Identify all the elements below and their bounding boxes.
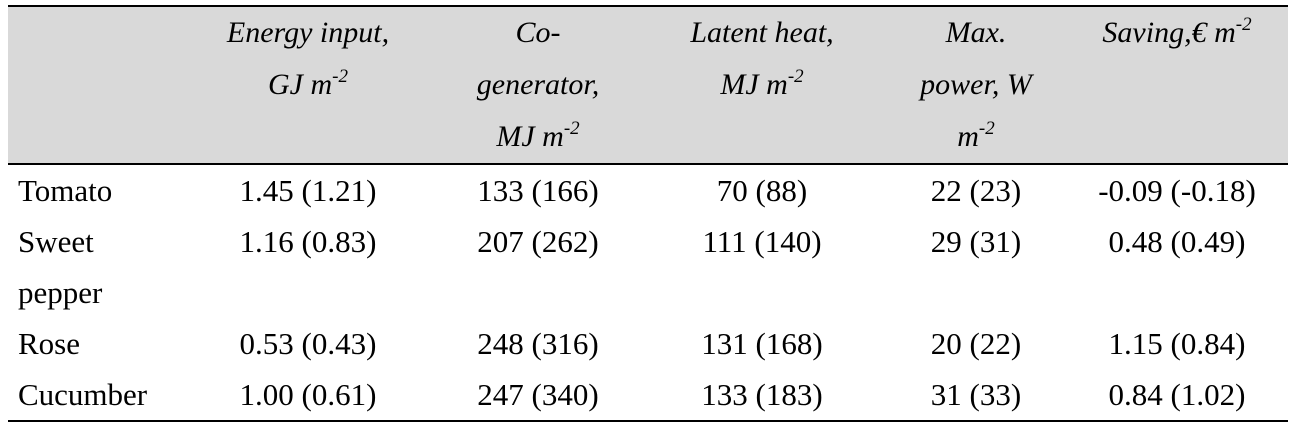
header-max-power: Max. power, W m-2 (886, 5, 1066, 165)
latent-heat-cell: 111 (140) (702, 224, 822, 259)
cogenerator-cell: 207 (262) (477, 224, 599, 259)
crop-label: Sweet pepper (18, 224, 103, 310)
saving-cell: 1.15 (0.84) (1108, 326, 1246, 361)
saving-cell: 0.84 (1.02) (1066, 369, 1288, 422)
max-power-cell: 20 (22) (930, 326, 1022, 361)
latent-heat-cell: 131 (168) (701, 326, 823, 361)
max-power-cell: 29 (31) (930, 224, 1022, 259)
header-stub (8, 5, 178, 165)
latent-heat-cell: 133 (183) (638, 369, 886, 422)
header-energy-input: Energy input, GJ m-2 (178, 5, 438, 165)
header-saving: Saving,€ m-2 (1066, 5, 1288, 165)
header-cogenerator: Co- generator, MJ m-2 (438, 5, 638, 165)
cogenerator-cell: 248 (316) (477, 326, 599, 361)
cogenerator-cell: 247 (340) (438, 369, 638, 422)
table-row: Sweet pepper 1.16 (0.83) 207 (262) 111 (… (8, 216, 1288, 318)
saving-cell: 0.48 (0.49) (1108, 224, 1246, 259)
energy-input-cell: 1.00 (0.61) (178, 369, 438, 422)
saving-cell: -0.09 (-0.18) (1098, 173, 1256, 208)
table-body: Tomato 1.45 (1.21) 133 (166) 70 (88) 22 … (8, 164, 1288, 422)
energy-input-cell: 1.16 (0.83) (239, 224, 377, 259)
results-table-container: Energy input, GJ m-2 Co- generator, MJ m… (8, 5, 1288, 422)
table-row: Rose 0.53 (0.43) 248 (316) 131 (168) 20 … (8, 318, 1288, 369)
table-row: Tomato 1.45 (1.21) 133 (166) 70 (88) 22 … (8, 164, 1288, 216)
table-header: Energy input, GJ m-2 Co- generator, MJ m… (8, 5, 1288, 165)
cogenerator-cell: 133 (166) (477, 173, 599, 208)
max-power-cell: 31 (33) (886, 369, 1066, 422)
header-row: Energy input, GJ m-2 Co- generator, MJ m… (8, 5, 1288, 165)
max-power-cell: 22 (23) (930, 173, 1022, 208)
table-row: Cucumber 1.00 (0.61) 247 (340) 133 (183)… (8, 369, 1288, 422)
crop-label: Tomato (18, 173, 113, 208)
header-latent-heat: Latent heat, MJ m-2 (638, 5, 886, 165)
crop-label: Rose (18, 326, 80, 361)
energy-input-cell: 0.53 (0.43) (239, 326, 377, 361)
energy-input-cell: 1.45 (1.21) (239, 173, 377, 208)
latent-heat-cell: 70 (88) (716, 173, 808, 208)
results-table: Energy input, GJ m-2 Co- generator, MJ m… (8, 5, 1288, 422)
crop-label: Cucumber (8, 369, 178, 422)
